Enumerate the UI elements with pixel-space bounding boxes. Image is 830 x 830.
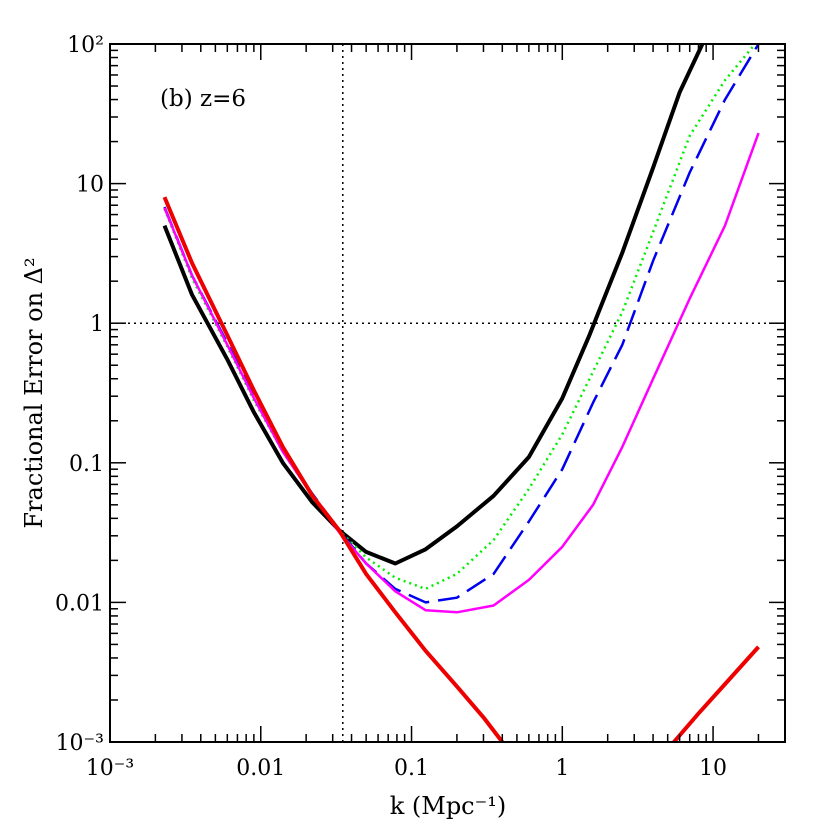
- series-group: [162, 44, 760, 742]
- panel-label: (b) z=6: [160, 86, 246, 112]
- series-line-4: [163, 132, 760, 614]
- x-tick-label: 1: [555, 756, 569, 781]
- x-axis-title: k (Mpc⁻¹): [390, 792, 507, 820]
- axis-ticks: [109, 43, 786, 743]
- x-tick-label: 10⁻³: [86, 756, 134, 781]
- x-tick-label: 10: [699, 756, 727, 781]
- y-tick-label: 10: [76, 173, 104, 198]
- y-tick-label: 0.1: [69, 452, 104, 477]
- series-line-5: [162, 196, 504, 742]
- series-line-6: [672, 645, 760, 742]
- y-tick-label: 0.01: [55, 591, 104, 616]
- y-tick-label: 10²: [67, 33, 104, 58]
- y-axis-title: Fractional Error on Δ²: [20, 257, 48, 528]
- axis-tick-labels: 10⁻³ 0.01 0.1 1 10 10⁻³ 0.01 0.1 1 10 10²: [55, 33, 727, 781]
- plot-frame: [109, 43, 786, 743]
- series-line-1: [162, 44, 705, 566]
- y-tick-label: 10⁻³: [56, 731, 104, 756]
- x-tick-label: 0.01: [236, 756, 285, 781]
- reference-lines: [110, 44, 785, 742]
- x-tick-label: 0.1: [394, 756, 429, 781]
- y-tick-label: 1: [90, 312, 104, 337]
